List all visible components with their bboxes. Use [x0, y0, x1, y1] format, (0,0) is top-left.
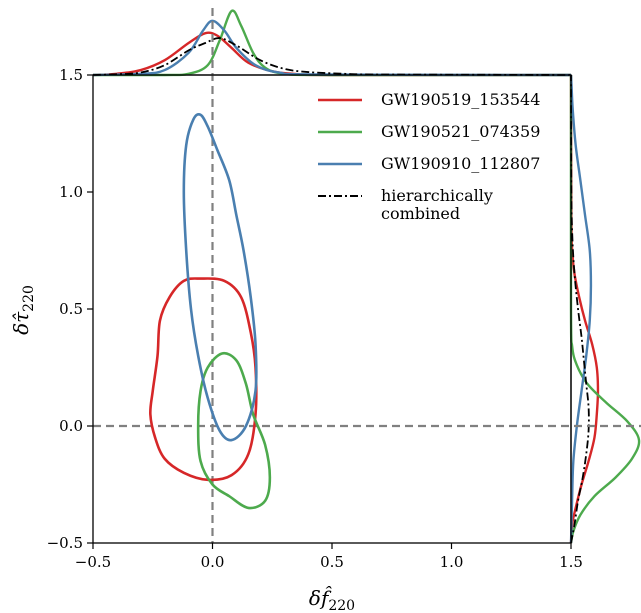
marginal-y-hierarchically: [570, 74, 590, 544]
contour-gw190519-153544: [148, 277, 258, 482]
marginal-x-gw190521-074359: [92, 9, 572, 77]
x-axis-label: δf̂220: [309, 586, 355, 613]
y-axis: −0.5 0.0 0.5 1.0 1.5: [47, 66, 93, 552]
legend-label: GW190910_112807: [381, 154, 540, 173]
svg-text:δf̂220: δf̂220: [309, 586, 355, 613]
marginal-x-gw190910-112807: [92, 19, 572, 77]
y-axis-label: δτ̂220: [9, 285, 37, 335]
svg-text:δτ̂220: δτ̂220: [9, 285, 37, 335]
contour-layer: [148, 113, 272, 510]
x-tick-label: −0.5: [75, 553, 111, 571]
top-marginal-plot: [92, 9, 572, 77]
main-plot-area: −0.5 0.0 0.5 1.0 1.5 −0.5 0.0 0.5 1.0 1.5: [47, 8, 641, 571]
marginal-x-hierarchically: [92, 37, 572, 76]
y-tick-label: 1.0: [59, 183, 83, 201]
legend-label: GW190519_153544: [381, 90, 540, 109]
y-tick-label: −0.5: [47, 534, 83, 552]
y-tick-label: 1.5: [59, 66, 83, 84]
marginal-x-gw190519-153544: [92, 31, 572, 77]
y-tick-label: 0.0: [59, 417, 83, 435]
reference-lines: [93, 8, 641, 543]
contour-gw190910-112807: [182, 113, 258, 442]
legend: GW190519_153544 GW190521_074359 GW190910_1…: [318, 90, 540, 223]
x-tick-label: 1.0: [440, 553, 464, 571]
x-axis: −0.5 0.0 0.5 1.0 1.5: [75, 543, 583, 571]
x-tick-label: 1.5: [559, 553, 583, 571]
x-tick-label: 0.5: [320, 553, 344, 571]
y-tick-label: 0.5: [59, 300, 83, 318]
marginal-y-gw190910-112807: [569, 74, 593, 544]
legend-label: GW190521_074359: [381, 122, 540, 141]
contour-gw190521-074359: [196, 351, 272, 510]
legend-label: hierarchically combined: [381, 186, 493, 223]
right-marginal-plot: [569, 74, 641, 544]
x-tick-label: 0.0: [201, 553, 225, 571]
